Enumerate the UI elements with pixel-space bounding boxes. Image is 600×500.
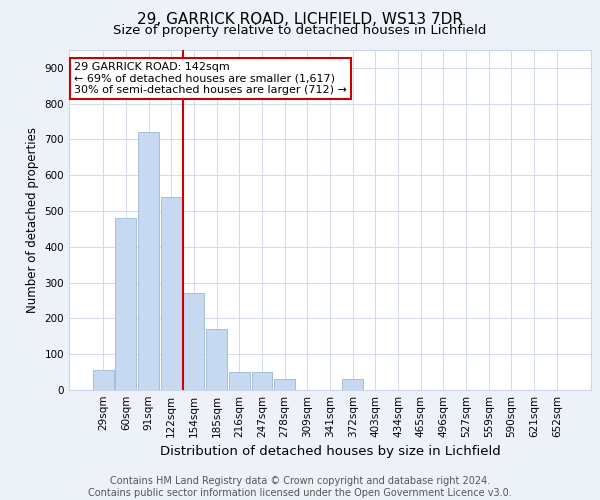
Bar bbox=[206, 329, 227, 390]
Text: Size of property relative to detached houses in Lichfield: Size of property relative to detached ho… bbox=[113, 24, 487, 37]
X-axis label: Distribution of detached houses by size in Lichfield: Distribution of detached houses by size … bbox=[160, 446, 500, 458]
Text: 29, GARRICK ROAD, LICHFIELD, WS13 7DR: 29, GARRICK ROAD, LICHFIELD, WS13 7DR bbox=[137, 12, 463, 28]
Y-axis label: Number of detached properties: Number of detached properties bbox=[26, 127, 39, 313]
Bar bbox=[274, 380, 295, 390]
Bar bbox=[229, 372, 250, 390]
Text: Contains HM Land Registry data © Crown copyright and database right 2024.
Contai: Contains HM Land Registry data © Crown c… bbox=[88, 476, 512, 498]
Bar bbox=[93, 370, 113, 390]
Text: 29 GARRICK ROAD: 142sqm
← 69% of detached houses are smaller (1,617)
30% of semi: 29 GARRICK ROAD: 142sqm ← 69% of detache… bbox=[74, 62, 347, 95]
Bar bbox=[184, 294, 205, 390]
Bar bbox=[115, 218, 136, 390]
Bar bbox=[342, 380, 363, 390]
Bar bbox=[161, 196, 182, 390]
Bar bbox=[251, 372, 272, 390]
Bar bbox=[138, 132, 159, 390]
